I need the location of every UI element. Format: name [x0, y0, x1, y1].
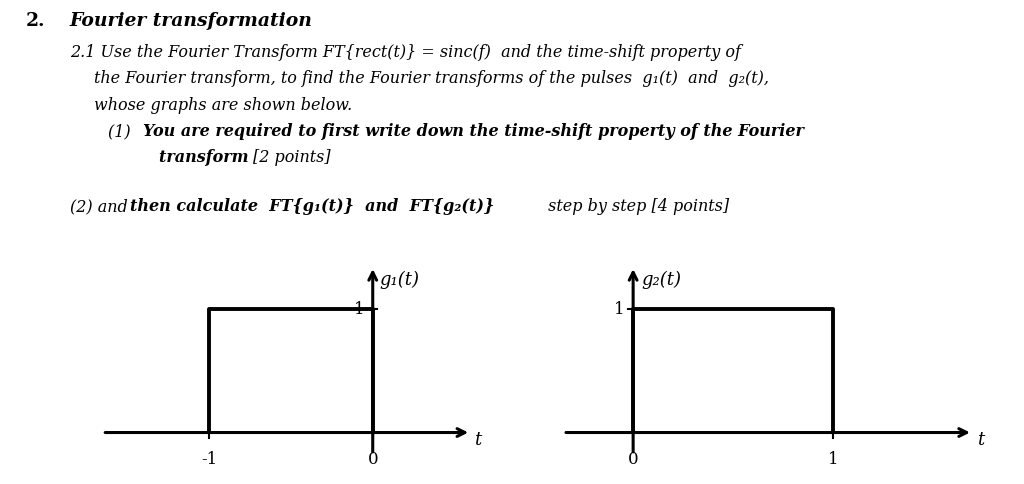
- Text: then calculate  FT{g₁(t)}  and  FT{g₂(t)}: then calculate FT{g₁(t)} and FT{g₂(t)}: [130, 198, 500, 215]
- Text: g₁(t): g₁(t): [379, 271, 419, 289]
- Text: transform: transform: [159, 149, 254, 166]
- Text: (1): (1): [108, 123, 140, 140]
- Text: 2.: 2.: [26, 12, 45, 30]
- Text: 0: 0: [368, 451, 378, 468]
- Text: t: t: [474, 431, 481, 449]
- Text: 0: 0: [628, 451, 638, 468]
- Text: 1: 1: [354, 301, 365, 318]
- Text: Fourier transformation: Fourier transformation: [70, 12, 312, 30]
- Text: [2 points]: [2 points]: [253, 149, 331, 166]
- Text: whose graphs are shown below.: whose graphs are shown below.: [94, 97, 352, 114]
- Text: -1: -1: [201, 451, 217, 468]
- Text: t: t: [977, 431, 984, 449]
- Text: 1: 1: [613, 301, 624, 318]
- Text: (2) and: (2) and: [70, 198, 132, 215]
- Text: 2.1 Use the Fourier Transform FT{rect(t)} = sinc(f)  and the time-shift property: 2.1 Use the Fourier Transform FT{rect(t)…: [70, 44, 740, 60]
- Text: the Fourier transform, to find the Fourier transforms of the pulses  g₁(t)  and : the Fourier transform, to find the Fouri…: [94, 70, 769, 87]
- Text: 1: 1: [827, 451, 839, 468]
- Text: g₂(t): g₂(t): [641, 271, 681, 289]
- Text: step by step [4 points]: step by step [4 points]: [543, 198, 729, 215]
- Text: You are required to first write down the time-shift property of the Fourier: You are required to first write down the…: [143, 123, 804, 140]
